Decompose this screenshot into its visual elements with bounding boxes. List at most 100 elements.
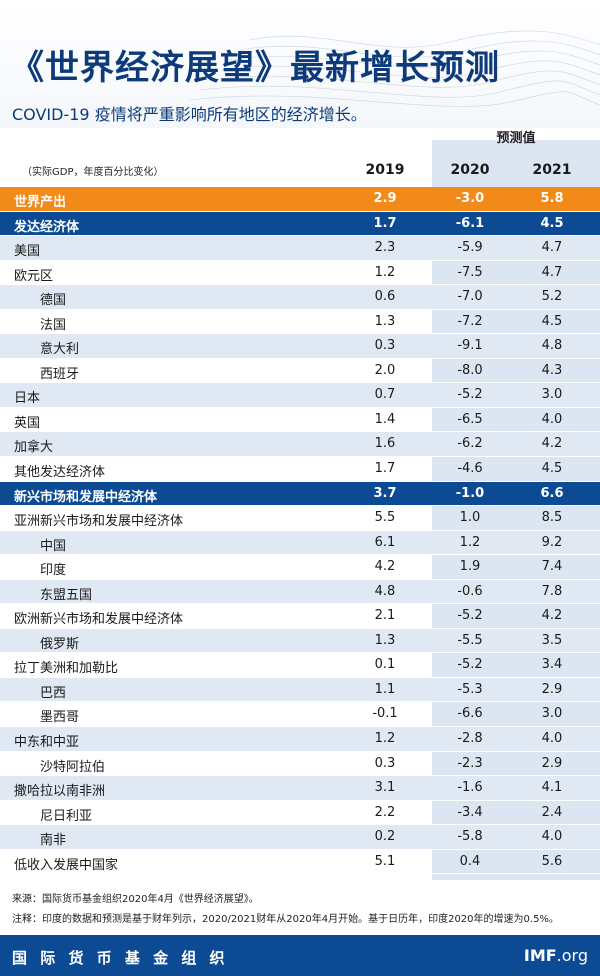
cell-2020: -8.0 [457,362,483,378]
cell-2019: 0.3 [374,338,396,354]
cell-2019: 1.2 [374,264,396,280]
cell-2021: 4.5 [540,215,564,231]
cell-2020: 1.2 [459,534,481,550]
cell-2020: -6.5 [457,411,483,427]
cell-2020: -6.6 [457,706,483,722]
cell-2021: 3.0 [541,706,563,722]
cell-2019: 1.6 [374,436,396,452]
cell-2020: -3.4 [457,804,483,820]
cell-2020: -5.5 [457,632,483,648]
row-label: 墨西哥 [40,710,80,726]
row-label: 意大利 [40,342,80,358]
cell-2021: 3.0 [541,387,563,403]
table-row: 巴西 1.1 -5.3 2.9 [0,677,600,703]
cell-2020: -5.2 [457,608,483,624]
cell-2019: 2.2 [374,804,396,820]
row-label: 东盟五国 [40,587,93,603]
cell-2021: 7.8 [541,583,563,599]
cell-2021: 4.5 [541,313,563,329]
cell-2020: -7.2 [457,313,483,329]
row-label: 亚洲新兴市场和发展中经济体 [14,514,184,530]
cell-2019: 4.2 [374,559,396,575]
cell-2021: 8.5 [541,510,563,526]
cell-2020: 1.0 [459,510,481,526]
cell-2021: 3.4 [541,657,563,673]
table-row: 撒哈拉以南非洲 3.1 -1.6 4.1 [0,776,600,801]
cell-2019: 3.1 [374,780,396,796]
row-label: 印度 [40,563,67,579]
cell-2021: 4.7 [541,240,563,256]
cell-2019: 1.7 [374,461,396,477]
cell-2020: -2.8 [457,731,483,747]
cell-2021: 4.7 [541,264,563,280]
cell-2021: 5.6 [541,853,563,869]
row-label: 俄罗斯 [40,636,80,652]
cell-2019: 5.5 [374,510,396,526]
row-label: 低收入发展中国家 [14,857,119,873]
cell-2020: -1.6 [457,780,483,796]
forecast-column-background [432,140,600,880]
table-row: 中国 6.1 1.2 9.2 [0,530,600,556]
year-header-2020: 2020 [450,162,490,178]
cell-2020: -7.5 [457,264,483,280]
cell-2019: 0.7 [374,387,396,403]
year-header-2019: 2019 [365,162,405,178]
cell-2021: 5.2 [541,289,563,305]
cell-2019: 0.3 [374,755,396,771]
cell-2020: -9.1 [457,338,483,354]
table-row: 亚洲新兴市场和发展中经济体 5.5 1.0 8.5 [0,506,600,531]
row-label: 美国 [14,244,41,260]
cell-2019: 2.9 [373,191,397,206]
row-label: 南非 [40,833,67,849]
org-name: 国 际 货 币 基 金 组 织 [12,949,229,967]
cell-2019: 4.8 [374,583,396,599]
cell-2021: 4.8 [541,338,563,354]
cell-2020: -4.6 [457,461,483,477]
table-row: 法国 1.3 -7.2 4.5 [0,310,600,335]
cell-2019: 1.3 [374,632,396,648]
table-row: 意大利 0.3 -9.1 4.8 [0,334,600,359]
cell-2021: 5.8 [540,191,564,206]
cell-2021: 4.1 [541,780,563,796]
site-link[interactable]: IMF.org [524,946,588,965]
row-label: 巴西 [40,685,67,701]
page-title: 《世界经济展望》最新增长预测 [10,48,500,88]
table-row: 沙特阿拉伯 0.3 -2.3 2.9 [0,752,600,777]
row-label: 中东和中亚 [14,735,80,751]
cell-2020: -0.6 [457,583,483,599]
row-label: 发达经济体 [14,219,80,235]
cell-2021: 9.2 [541,534,563,550]
cell-2019: 1.3 [374,313,396,329]
row-label: 沙特阿拉伯 [40,759,106,775]
cell-2021: 4.0 [541,731,563,747]
cell-2019: 5.1 [374,853,396,869]
table-row: 南非 0.2 -5.8 4.0 [0,825,600,850]
cell-2019: 0.2 [374,829,396,845]
table-row: 西班牙 2.0 -8.0 4.3 [0,359,600,384]
cell-2019: 2.1 [374,608,396,624]
cell-2020: 1.9 [459,559,481,575]
cell-2019: 1.1 [374,681,396,697]
table-row: 发达经济体 1.7 -6.1 4.5 [0,211,600,237]
cell-2020: -5.2 [457,657,483,673]
table-row: 德国 0.6 -7.0 5.2 [0,285,600,310]
row-label: 欧元区 [14,268,54,284]
row-label: 英国 [14,415,41,431]
forecast-label: 预测值 [496,131,536,146]
cell-2020: -5.9 [457,240,483,256]
cell-2021: 4.5 [541,461,563,477]
cell-2021: 4.0 [541,411,563,427]
header-banner: 《世界经济展望》最新增长预测 COVID-19 疫情将严重影响所有地区的经济增长… [0,0,600,128]
row-label: 加拿大 [14,440,54,456]
page-subtitle: COVID-19 疫情将严重影响所有地区的经济增长。 [12,105,367,124]
unit-label: （实际GDP，年度百分比变化） [22,167,164,178]
row-label: 日本 [14,391,41,407]
growth-table: 世界产出 2.9 -3.0 5.8 发达经济体 1.7 -6.1 4.5 美国 2.3 -5.9 4.… [0,187,600,875]
site-link-bold: IMF [523,946,557,965]
cell-2019: 1.7 [373,215,397,231]
table-row: 加拿大 1.6 -6.2 4.2 [0,432,600,458]
cell-2021: 4.2 [541,608,563,624]
row-label: 其他发达经济体 [14,465,106,481]
row-label: 拉丁美洲和加勒比 [14,661,119,677]
table-row: 新兴市场和发展中经济体 3.7 -1.0 6.6 [0,481,600,507]
